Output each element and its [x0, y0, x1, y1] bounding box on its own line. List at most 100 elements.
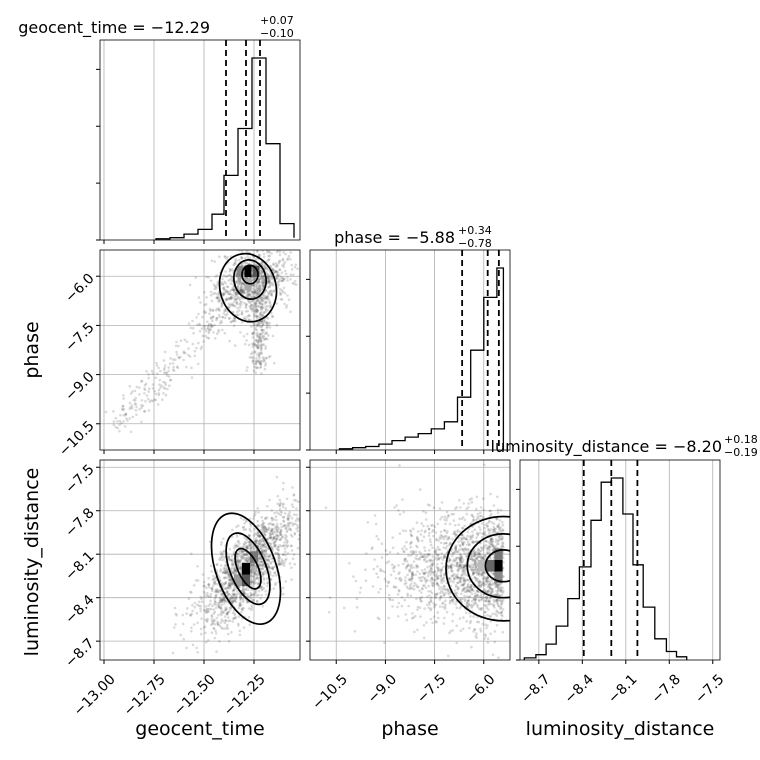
scatter-point [277, 546, 280, 549]
scatter-point [223, 568, 227, 571]
scatter-point [228, 578, 231, 582]
scatter-point [485, 597, 489, 600]
scatter-point [212, 627, 215, 630]
scatter-point [230, 595, 233, 598]
scatter-point [267, 258, 271, 261]
scatter-point [265, 528, 269, 532]
scatter-point [227, 573, 230, 576]
scatter-point [223, 309, 226, 313]
scatter-point [463, 599, 467, 602]
scatter-point [254, 307, 258, 311]
scatter-point [385, 553, 389, 556]
scatter-point [263, 265, 267, 269]
scatter-point [494, 540, 498, 544]
scatter-point [275, 276, 278, 279]
x-tick-label-phase: −10.5 [309, 671, 351, 713]
scatter-point [221, 277, 224, 281]
scatter-point [239, 303, 243, 306]
scatter-point [459, 553, 463, 557]
scatter-point [269, 535, 273, 539]
scatter-point [237, 313, 240, 317]
scatter-point [258, 316, 262, 320]
scatter-point [434, 578, 438, 581]
scatter-point [260, 352, 264, 355]
scatter-point [412, 584, 416, 588]
scatter-point [236, 279, 239, 283]
scatter-point [241, 550, 244, 553]
scatter-point [199, 632, 203, 636]
scatter-point [496, 602, 500, 606]
scatter-point [265, 357, 268, 360]
scatter-point [223, 582, 227, 585]
scatter-point [243, 592, 247, 595]
scatter-point [249, 575, 252, 578]
scatter-point [485, 596, 488, 599]
scatter-point [442, 576, 446, 579]
density-cell [250, 551, 258, 563]
scatter-point [266, 295, 269, 299]
scatter-point [236, 282, 239, 285]
scatter-point [128, 417, 131, 420]
scatter-point [268, 554, 272, 558]
scatter-point [391, 598, 395, 602]
scatter-point [277, 558, 281, 562]
scatter-point [426, 579, 429, 582]
scatter-point [453, 530, 457, 533]
scatter-point [213, 576, 217, 580]
scatter-point [404, 566, 408, 570]
scatter-point [260, 594, 263, 597]
scatter-point [261, 250, 264, 252]
scatter-point [236, 295, 240, 299]
scatter-point [222, 587, 226, 590]
scatter-point [238, 305, 242, 309]
scatter-point [280, 560, 283, 564]
scatter-point [498, 582, 502, 586]
panel-frame-phase-geocent_time [99, 249, 301, 451]
scatter-point [275, 522, 279, 526]
scatter-point [487, 590, 490, 594]
scatter-point [229, 297, 233, 301]
scatter-point [215, 563, 219, 567]
scatter-point [204, 329, 208, 333]
scatter-point [205, 620, 209, 623]
scatter-point [122, 414, 126, 417]
scatter-point [263, 264, 267, 268]
scatter-point [166, 374, 169, 377]
scatter-point [460, 584, 463, 587]
scatter-point [465, 601, 469, 605]
scatter-point [276, 264, 279, 268]
scatter-point [454, 545, 458, 549]
scatter-point [373, 558, 376, 561]
scatter-point [261, 280, 265, 283]
scatter-point [189, 326, 193, 330]
scatter-point [463, 552, 467, 555]
scatter-point [246, 293, 249, 297]
scatter-point [488, 514, 492, 518]
scatter-point [255, 309, 258, 313]
scatter-point [438, 548, 442, 552]
scatter-point [364, 568, 367, 571]
scatter-point [221, 283, 225, 286]
scatter-point [475, 495, 479, 499]
scatter-point [491, 549, 495, 552]
scatter-point [237, 279, 241, 283]
scatter-point [250, 606, 254, 609]
scatter-point [231, 600, 235, 603]
scatter-point [282, 481, 285, 485]
scatter-point [252, 575, 256, 578]
scatter-point [448, 542, 452, 545]
scatter-point [245, 332, 249, 336]
scatter-point [410, 575, 414, 579]
scatter-point [244, 541, 248, 545]
scatter-point [488, 509, 492, 513]
scatter-point [439, 518, 442, 521]
scatter-point [254, 338, 258, 342]
scatter-point [472, 598, 476, 601]
scatter-point [499, 606, 503, 609]
scatter-point [240, 610, 243, 614]
scatter-point [259, 362, 262, 365]
scatter-point [255, 280, 259, 284]
scatter-point [463, 518, 467, 522]
scatter-point [487, 585, 490, 589]
scatter-point [232, 586, 236, 590]
